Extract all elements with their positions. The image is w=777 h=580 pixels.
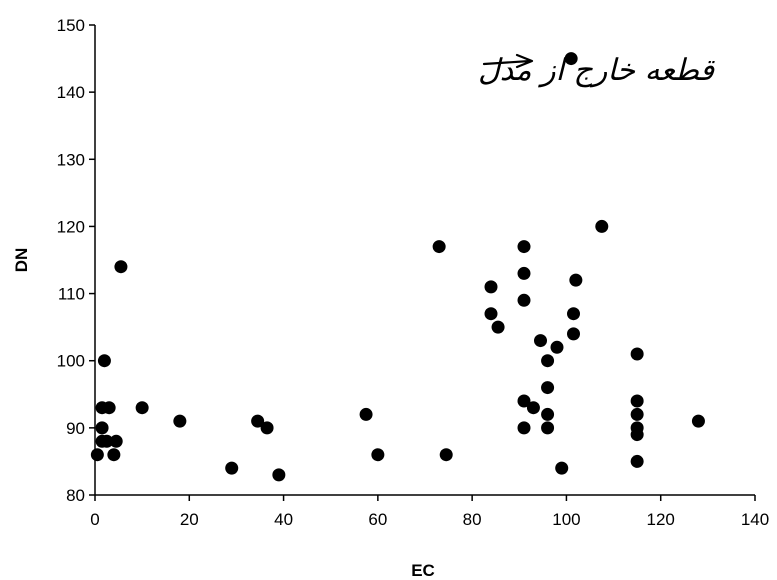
data-point (517, 240, 531, 254)
data-point (484, 307, 498, 321)
axes (94, 25, 755, 496)
x-tick-label: 80 (463, 510, 482, 529)
data-point (100, 434, 114, 448)
y-tick-label: 80 (66, 486, 85, 505)
y-tick-label: 130 (57, 150, 85, 169)
data-point (555, 461, 569, 475)
data-point (517, 421, 531, 435)
data-point (630, 347, 644, 361)
data-point (630, 454, 644, 468)
x-tick-label: 40 (274, 510, 293, 529)
y-tick-label: 100 (57, 352, 85, 371)
x-tick-label: 20 (180, 510, 199, 529)
y-axis-title: DN (12, 248, 31, 273)
y-tick-label: 150 (57, 16, 85, 35)
data-point (564, 52, 578, 66)
data-point (630, 407, 644, 421)
data-point (630, 428, 644, 442)
data-point (484, 280, 498, 294)
data-point (95, 421, 109, 435)
x-tick-label: 60 (368, 510, 387, 529)
annotation-text: قطعه خارج از مدل (478, 53, 716, 88)
data-point (541, 407, 555, 421)
data-point (534, 334, 547, 348)
data-point (90, 448, 104, 462)
data-point (432, 240, 446, 254)
data-point (517, 266, 531, 280)
data-point (173, 414, 187, 428)
annotation-arrow (482, 53, 534, 69)
x-tick-label: 100 (552, 510, 580, 529)
data-point (97, 354, 111, 368)
x-tick-label: 120 (647, 510, 675, 529)
annotation: قطعه خارج از مدل (478, 53, 716, 88)
data-point (517, 394, 531, 408)
data-point (541, 381, 555, 395)
x-ticks: 0 20 40 60 80 100 120 140 (90, 495, 769, 529)
data-point (272, 468, 286, 482)
y-tick-label: 120 (57, 217, 85, 236)
y-tick-label: 110 (58, 285, 85, 304)
data-point (567, 327, 580, 341)
data-point (595, 219, 609, 233)
data-point (260, 421, 274, 435)
data-point (526, 401, 540, 415)
x-tick-label: 0 (90, 510, 99, 529)
data-point (630, 394, 644, 408)
data-point (550, 340, 564, 354)
data-point (114, 260, 128, 274)
data-point (102, 401, 116, 415)
data-point (569, 273, 583, 287)
y-ticks: 80 90 100 110 120 130 140 150 (57, 16, 95, 505)
data-point (567, 307, 580, 321)
data-point (371, 448, 385, 462)
data-points (90, 52, 705, 482)
data-point (439, 448, 453, 462)
data-point (135, 401, 149, 415)
data-point (517, 293, 531, 307)
data-point (491, 320, 505, 334)
data-point (109, 434, 123, 448)
y-tick-label: 90 (66, 419, 85, 438)
data-point (359, 407, 373, 421)
data-point (541, 421, 555, 435)
data-point (541, 354, 555, 368)
data-point (691, 414, 705, 428)
y-tick-label: 140 (57, 83, 85, 102)
data-point (251, 414, 265, 428)
data-point (107, 448, 121, 462)
x-tick-label: 140 (741, 510, 769, 529)
data-point (225, 461, 239, 475)
x-axis-title: EC (411, 561, 435, 580)
